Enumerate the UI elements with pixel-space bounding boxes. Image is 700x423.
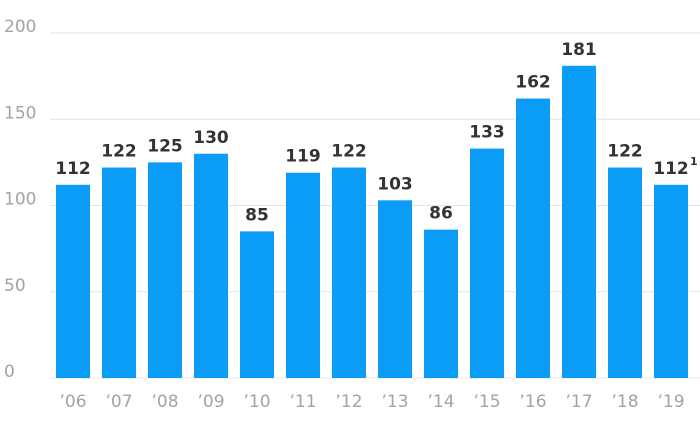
bar xyxy=(378,200,412,378)
value-label: 122 xyxy=(101,142,137,162)
x-tick-label: ’17 xyxy=(565,392,592,412)
value-label: 181 xyxy=(561,40,597,60)
x-tick-label: ’08 xyxy=(151,392,178,412)
bar xyxy=(56,184,90,378)
x-tick-label: ’09 xyxy=(197,392,224,412)
x-tick-label: ’06 xyxy=(59,392,86,412)
footnote-marker: 1 xyxy=(690,155,698,168)
x-tick-label: ’11 xyxy=(289,392,316,412)
y-tick-label: 150 xyxy=(4,103,36,123)
y-tick-label: 100 xyxy=(4,190,36,210)
value-label: 125 xyxy=(147,136,183,156)
y-tick-label: 50 xyxy=(4,276,26,296)
bar xyxy=(424,229,458,378)
value-label: 162 xyxy=(515,73,551,93)
x-tick-label: ’15 xyxy=(473,392,500,412)
bar xyxy=(654,184,688,378)
bar xyxy=(148,162,182,378)
value-label: 122 xyxy=(607,142,643,162)
bar xyxy=(240,231,274,378)
value-label: 122 xyxy=(331,142,367,162)
y-tick-label: 0 xyxy=(4,362,15,382)
x-tick-label: ’13 xyxy=(381,392,408,412)
bar xyxy=(332,167,366,378)
bar xyxy=(562,65,596,379)
y-tick-label: 200 xyxy=(4,17,36,37)
x-tick-label: ’07 xyxy=(105,392,132,412)
value-label: 86 xyxy=(429,204,453,224)
value-label: 112 xyxy=(55,159,91,179)
value-label: 133 xyxy=(469,123,505,143)
x-tick-label: ’10 xyxy=(243,392,270,412)
bar xyxy=(608,167,642,378)
x-tick-label: ’19 xyxy=(657,392,684,412)
bar xyxy=(286,172,320,378)
x-tick-label: ’18 xyxy=(611,392,638,412)
value-label: 130 xyxy=(193,128,229,148)
value-label: 103 xyxy=(377,174,413,194)
x-tick-label: ’14 xyxy=(427,392,454,412)
x-tick-label: ’16 xyxy=(519,392,546,412)
bar xyxy=(102,167,136,378)
value-label: 119 xyxy=(285,147,321,167)
bar xyxy=(516,98,550,379)
value-label: 112 xyxy=(653,159,689,179)
bar xyxy=(470,148,504,378)
x-tick-label: ’12 xyxy=(335,392,362,412)
bar xyxy=(194,153,228,378)
value-label: 85 xyxy=(245,205,269,225)
